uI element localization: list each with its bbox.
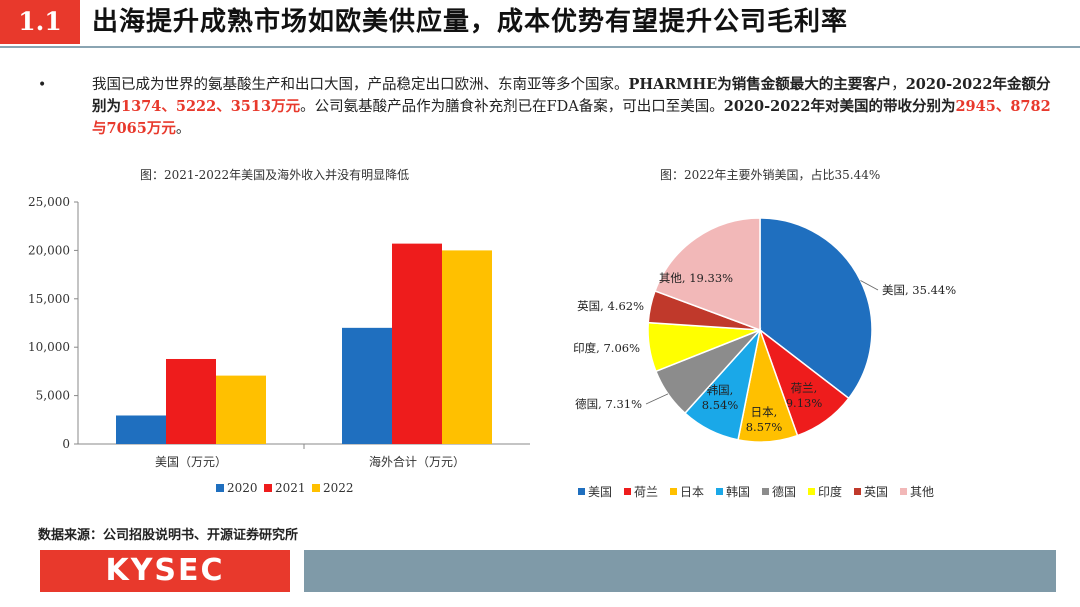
y-tick-label: 25,000 <box>28 195 70 209</box>
bar <box>392 243 442 444</box>
bullet-text-highlight: 2945、8782与7065万元 <box>92 98 1051 137</box>
legend-label: 韩国 <box>726 484 750 499</box>
section-number: 1.1 <box>0 0 80 44</box>
header-divider <box>0 46 1080 48</box>
slide-footer: KYSEC <box>0 550 1080 607</box>
legend-swatch <box>624 488 631 495</box>
bullet-text-bold: 2020-2022年对美国的带收分别为 <box>723 98 956 115</box>
y-tick-label: 0 <box>62 437 70 451</box>
bar <box>216 375 266 444</box>
y-tick-label: 10,000 <box>28 340 70 354</box>
legend-label: 印度 <box>818 484 842 499</box>
legend-swatch <box>264 484 272 492</box>
legend-swatch <box>312 484 320 492</box>
bullet-text-part: 我国已成为世界的氨基酸生产和出口大国，产品稳定出口欧洲、东南亚等多个国家。 <box>92 77 629 93</box>
legend-swatch <box>578 488 585 495</box>
pie-slice <box>759 217 873 400</box>
pie-label: 英国, 4.62% <box>577 299 644 313</box>
bullet-text: 我国已成为世界的氨基酸生产和出口大国，产品稳定出口欧洲、东南亚等多个国家。PHA… <box>92 74 1052 140</box>
bullet-dot-icon: • <box>38 77 47 93</box>
pie-label: 荷兰, <box>791 381 818 395</box>
logo-box: KYSEC <box>40 550 290 592</box>
bar <box>116 415 166 444</box>
bar-chart-title: 图：2021-2022年美国及海外收入并没有明显降低 <box>140 168 410 182</box>
bullet-text-part: 。公司氨基酸产品作为膳食补充剂已在FDA备案，可出口至美国。 <box>300 99 724 115</box>
bar-chart: 0 5,000 10,000 15,000 20,000 25,000 美国（万元） 海外合计… <box>28 195 530 495</box>
bullet-text-bold: PHARMHE为销售金额最大的主要客户 <box>628 76 892 93</box>
legend-label: 2020 <box>227 481 258 495</box>
pie-label: 韩国, <box>707 383 734 397</box>
pie-leader-line <box>860 280 879 291</box>
data-source: 数据来源：公司招股说明书、开源证券研究所 <box>38 528 299 543</box>
legend-label: 2022 <box>323 481 354 495</box>
pie-label: 美国, 35.44% <box>882 283 956 297</box>
y-tick-label: 15,000 <box>28 292 70 306</box>
legend-swatch <box>900 488 907 495</box>
bullet-text-bold: 2020-2022年金额分别为 <box>92 76 1051 115</box>
legend-label: 美国 <box>588 485 612 499</box>
pie-label: 印度, 7.06% <box>573 341 640 355</box>
legend-label: 荷兰 <box>634 485 658 499</box>
pie-chart: 美国, 35.44% 荷兰,9.13% 日本,8.57% 韩国,8.54% 德国, 7.… <box>573 217 956 499</box>
legend-label: 日本 <box>680 485 704 499</box>
slide-title: 出海提升成熟市场如欧美供应量，成本优势有望提升公司毛利率 <box>92 7 849 37</box>
pie-label-value: 8.54% <box>702 398 739 412</box>
footer-bar <box>304 550 1056 592</box>
pie-label: 德国, 7.31% <box>575 397 642 411</box>
x-category-label: 海外合计（万元） <box>369 454 465 469</box>
pie-slice <box>654 217 761 332</box>
bullet-text-highlight: 1374、5222、3513万元 <box>121 98 301 115</box>
x-category-label: 美国（万元） <box>155 455 227 469</box>
legend-swatch <box>216 484 224 492</box>
legend-swatch <box>716 488 723 495</box>
bar <box>166 358 216 444</box>
legend-label: 其他 <box>910 485 934 499</box>
legend-swatch <box>854 488 861 495</box>
bar <box>442 250 492 444</box>
bullet-text-part: ， <box>891 77 906 93</box>
bar <box>342 327 392 444</box>
brand-logo: KYSEC <box>105 553 225 588</box>
pie-label-value: 8.57% <box>746 420 783 434</box>
legend-label: 英国 <box>864 485 888 499</box>
y-tick-label: 5,000 <box>36 389 70 403</box>
bullet-text-part: 。 <box>175 121 191 137</box>
legend-label: 德国 <box>772 484 796 499</box>
pie-label-value: 9.13% <box>786 396 823 410</box>
y-tick-label: 20,000 <box>28 243 70 257</box>
pie-label: 其他, 19.33% <box>659 271 733 285</box>
pie-label: 日本, <box>751 405 778 419</box>
legend-label: 2021 <box>275 481 306 495</box>
pie-chart-title: 图：2022年主要外销美国，占比35.44% <box>660 168 881 182</box>
legend-swatch <box>808 488 815 495</box>
legend-swatch <box>762 488 769 495</box>
pie-leader-line <box>645 393 669 405</box>
slide-header: 1.1 出海提升成熟市场如欧美供应量，成本优势有望提升公司毛利率 <box>0 0 1080 48</box>
legend-swatch <box>670 488 677 495</box>
